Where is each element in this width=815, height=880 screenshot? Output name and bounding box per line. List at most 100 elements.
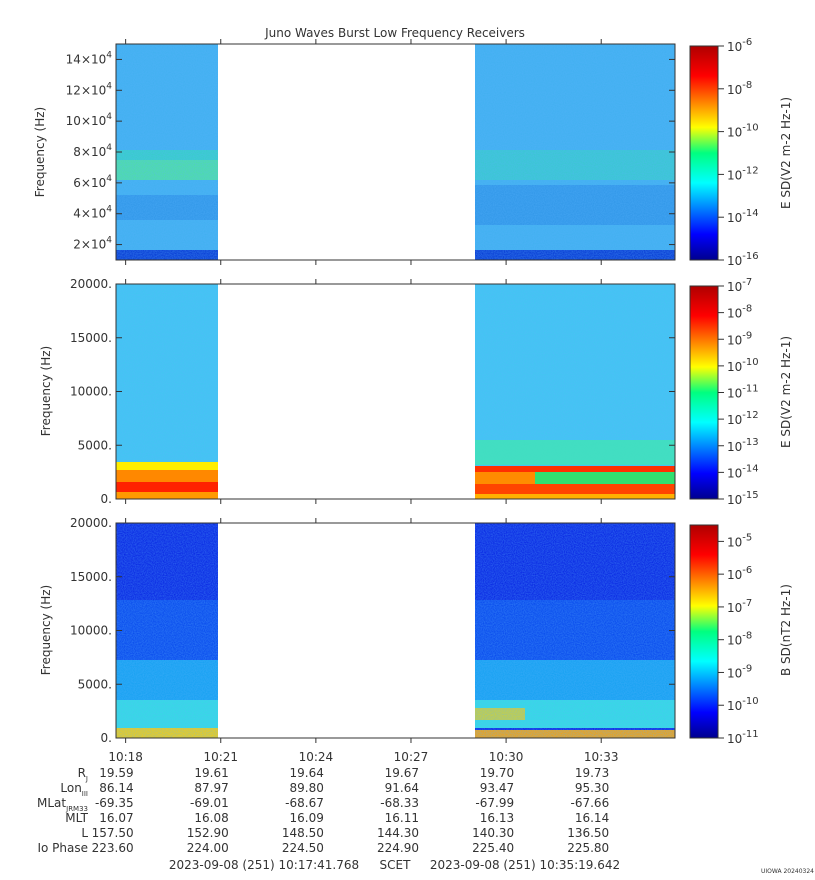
panel-2-hot-band-a	[116, 462, 218, 470]
colorbar-tick-label: 10-11	[727, 729, 759, 746]
panel-1-noise-1	[116, 44, 218, 260]
ephemeris-row-label: Io Phase	[37, 841, 88, 855]
ephemeris-value: 224.50	[282, 841, 324, 855]
panel-2-hot-band-b	[116, 470, 218, 482]
panel-1-colorbar-ticks: 10-6 10-8 10-10 10-12 10-14 10-16	[718, 37, 759, 268]
ephemeris-value: 16.07	[99, 811, 133, 825]
ephemeris-value: 87.97	[194, 781, 228, 795]
ephemeris-value: 16.11	[385, 811, 419, 825]
panel-3-ylabel: Frequency (Hz)	[39, 585, 53, 676]
ytick-label: 2×104	[73, 236, 112, 252]
panel-3-noise-2	[475, 523, 675, 738]
xtick-label: 10:30	[489, 750, 524, 764]
ytick-label: 8×104	[73, 143, 112, 159]
xtick-label: 10:18	[108, 750, 143, 764]
ytick-label: 4×104	[73, 205, 112, 221]
ephemeris-value: 140.30	[472, 826, 514, 840]
ephemeris-value: 225.40	[472, 841, 514, 855]
colorbar-tick-label: 10-8	[727, 80, 752, 97]
colorbar-tick-label: 10-7	[727, 598, 752, 615]
ephemeris-value: 224.90	[377, 841, 419, 855]
ytick-label: 5000.	[78, 438, 112, 452]
ephemeris-value: -67.99	[475, 796, 514, 810]
ephemeris-value: 19.73	[575, 766, 609, 780]
ephemeris-value: 19.64	[290, 766, 324, 780]
colorbar-tick-label: 10-6	[727, 37, 752, 54]
ephemeris-value: 91.64	[385, 781, 419, 795]
colorbar-tick-label: 10-16	[727, 251, 759, 268]
panel-2-hot-band-e	[475, 472, 535, 484]
colorbar-tick-label: 10-13	[727, 437, 759, 454]
panel-1-ylabel: Frequency (Hz)	[33, 107, 47, 198]
panel-3-colorbar-ticks: 10-5 10-6 10-7 10-8 10-9 10-10 10-11	[718, 532, 759, 746]
ephemeris-value: 89.80	[290, 781, 324, 795]
colorbar-tick-label: 10-15	[727, 490, 759, 507]
panel-3-noise-1	[116, 523, 218, 738]
panel-2-hot-band-g	[475, 494, 675, 499]
colorbar-tick-label: 10-5	[727, 532, 752, 549]
colorbar-tick-label: 10-9	[727, 663, 752, 680]
ephemeris-value: -68.33	[380, 796, 419, 810]
ephemeris-row-label: L	[81, 826, 88, 840]
ephemeris-value: 225.80	[567, 841, 609, 855]
panel-3-plot	[115, 522, 676, 739]
ephemeris-row-label: LonIII	[60, 781, 88, 798]
panel-2-hot-line	[475, 466, 675, 472]
ephemeris-row-label: MLatJRM33	[37, 796, 88, 813]
ephemeris-value: -69.35	[95, 796, 134, 810]
ephemeris-row-label: MLT	[65, 811, 88, 825]
ephemeris-value: -68.67	[285, 796, 324, 810]
panel-2-mid-band	[475, 440, 675, 465]
ephemeris-value: 144.30	[377, 826, 419, 840]
panel-1-noise-2	[475, 44, 675, 260]
panel-3-colorbar	[689, 524, 719, 739]
ephemeris-value: 16.13	[480, 811, 514, 825]
footer-stamp: UIOWA 20240324	[761, 868, 814, 875]
start-time: 2023-09-08 (251) 10:17:41.768	[169, 858, 359, 872]
ephemeris-value: 19.67	[385, 766, 419, 780]
colorbar-tick-label: 10-7	[727, 277, 752, 294]
ephemeris-value: -69.01	[190, 796, 229, 810]
panel-2-hot-band-c	[116, 482, 218, 492]
ytick-label: 0.	[101, 731, 112, 745]
ephemeris-value: 19.61	[194, 766, 228, 780]
chart-title: Juno Waves Burst Low Frequency Receivers	[264, 26, 525, 40]
panel-2-hot-band-f	[475, 484, 675, 494]
ephemeris-value: 19.59	[99, 766, 133, 780]
xtick-label: 10:27	[394, 750, 429, 764]
ytick-label: 14×104	[66, 50, 113, 66]
ytick-label: 10×104	[66, 112, 113, 128]
panel-2-hot-band-d	[116, 492, 218, 499]
panel-2-colorbar-label: E SD(V2 m-2 Hz-1)	[779, 336, 793, 448]
ytick-label: 20000.	[70, 516, 112, 530]
ephemeris-value: 148.50	[282, 826, 324, 840]
end-time: 2023-09-08 (251) 10:35:19.642	[430, 858, 620, 872]
panel-2-yticks: 0. 5000. 10000. 15000. 20000.	[70, 277, 675, 506]
panel-2-plot	[115, 283, 676, 500]
time-ticks: 10:18 10:21 10:24 10:27 10:30 10:33	[108, 39, 619, 764]
colorbar-tick-label: 10-10	[727, 696, 759, 713]
ytick-label: 0.	[101, 492, 112, 506]
panel-3-colorbar-label: B SD(nT2 Hz-1)	[779, 584, 793, 676]
colorbar-tick-label: 10-12	[727, 165, 759, 182]
panel-3-yticks: 0. 5000. 10000. 15000. 20000.	[70, 516, 675, 745]
xtick-label: 10:24	[299, 750, 334, 764]
ephemeris-value: 16.08	[194, 811, 228, 825]
ephemeris-value: 93.47	[480, 781, 514, 795]
ytick-label: 20000.	[70, 277, 112, 291]
ephemeris-value: -67.66	[571, 796, 610, 810]
ytick-label: 15000.	[70, 570, 112, 584]
ephemeris-value: 224.00	[187, 841, 229, 855]
ephemeris-value: 136.50	[567, 826, 609, 840]
panel-2-colorbar-ticks: 10-7 10-8 10-9 10-10 10-11 10-12 10-13 10-14 10-…	[718, 277, 759, 507]
ephemeris-value: 223.60	[92, 841, 134, 855]
ytick-label: 15000.	[70, 331, 112, 345]
panel-1-colorbar	[689, 45, 719, 261]
colorbar-tick-label: 10-12	[727, 410, 759, 427]
panel-2-colorbar	[689, 285, 719, 500]
ephemeris-value: 86.14	[99, 781, 133, 795]
ephemeris-value: 157.50	[92, 826, 134, 840]
colorbar-tick-label: 10-6	[727, 565, 752, 582]
